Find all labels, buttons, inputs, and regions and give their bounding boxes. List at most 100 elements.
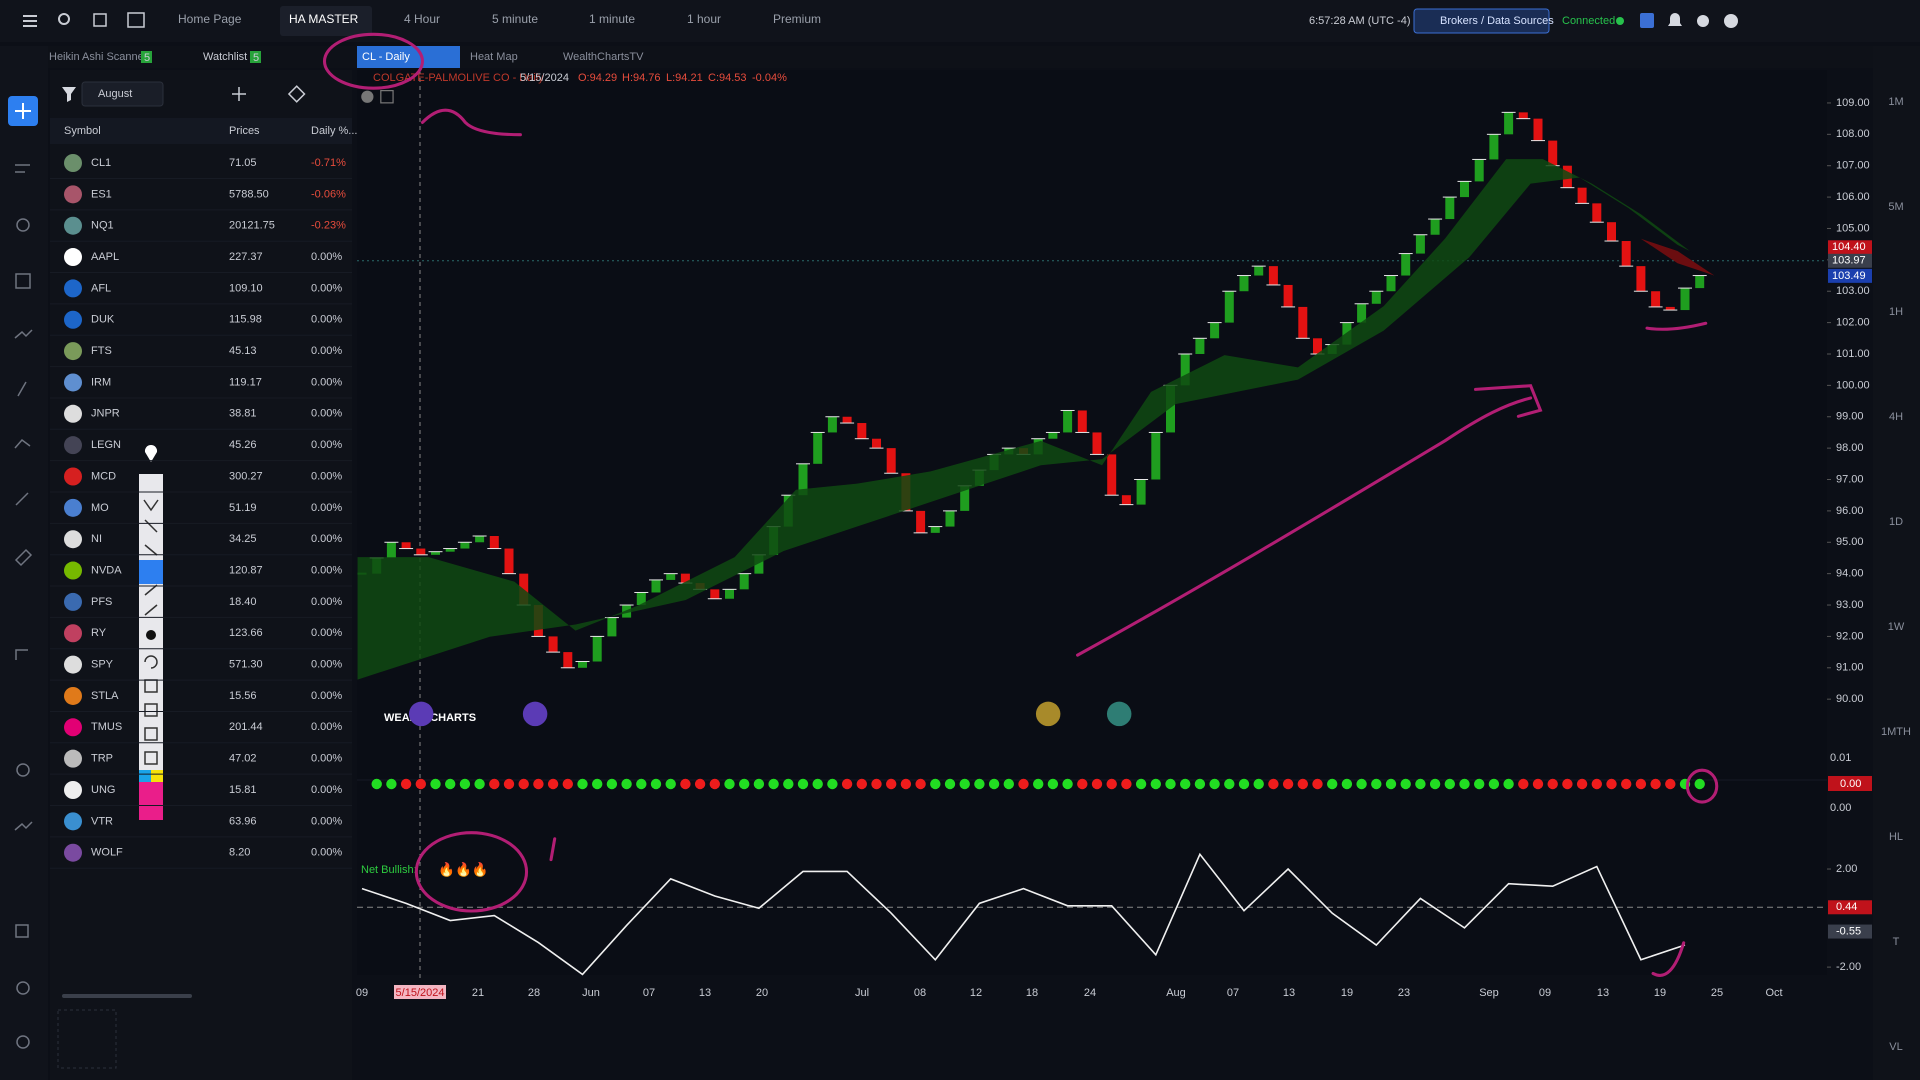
palette-tool[interactable] bbox=[144, 727, 158, 741]
color-swatch[interactable] bbox=[139, 770, 151, 782]
symbol[interactable]: VTR bbox=[91, 815, 113, 827]
palette-tool[interactable] bbox=[144, 703, 158, 717]
signal-dot bbox=[1003, 778, 1014, 790]
tab[interactable]: Premium bbox=[773, 12, 821, 26]
settings-icon[interactable] bbox=[1697, 15, 1709, 27]
symbol[interactable]: PFS bbox=[91, 596, 112, 608]
tool-icon[interactable] bbox=[17, 381, 27, 397]
tool-icon[interactable] bbox=[14, 438, 31, 449]
tool-icon[interactable] bbox=[14, 821, 33, 831]
filter-icon[interactable] bbox=[62, 87, 76, 102]
timeframe[interactable]: VL bbox=[1889, 1041, 1902, 1053]
palette-tool[interactable] bbox=[144, 655, 158, 669]
signal-dot bbox=[386, 778, 397, 790]
tool-icon[interactable] bbox=[16, 763, 30, 777]
tool-icon[interactable] bbox=[15, 273, 31, 289]
symbol[interactable]: IRM bbox=[91, 376, 111, 388]
tab[interactable]: Home Page bbox=[178, 12, 242, 26]
palette-tool[interactable] bbox=[144, 604, 158, 616]
symbol[interactable]: AAPL bbox=[91, 251, 119, 263]
timeframe[interactable]: 4H bbox=[1889, 411, 1903, 423]
filter-dropdown[interactable] bbox=[81, 81, 164, 107]
symbol[interactable]: STLA bbox=[91, 690, 119, 702]
tool-icon[interactable] bbox=[16, 981, 30, 995]
symbol[interactable]: CL1 bbox=[91, 157, 111, 169]
tab[interactable]: HA MASTER bbox=[289, 12, 359, 26]
timeframe[interactable]: 1MTH bbox=[1881, 726, 1911, 738]
timeframe[interactable]: T bbox=[1893, 936, 1900, 948]
timeframe[interactable]: HL bbox=[1889, 831, 1903, 843]
tab[interactable]: 5 minute bbox=[492, 12, 538, 26]
palette-tool[interactable] bbox=[143, 499, 159, 512]
symbol[interactable]: NQ1 bbox=[91, 220, 114, 232]
symbol[interactable]: UNG bbox=[91, 784, 115, 796]
tab[interactable]: 4 Hour bbox=[404, 12, 440, 26]
heatmap-tab[interactable]: Heat Map bbox=[470, 51, 518, 63]
palette-tool[interactable] bbox=[144, 751, 158, 765]
symbol[interactable]: WOLF bbox=[91, 847, 123, 859]
timeframe[interactable]: 5M bbox=[1888, 201, 1903, 213]
tool-icon[interactable] bbox=[16, 218, 30, 232]
chart-control[interactable] bbox=[361, 90, 374, 103]
brokers-button[interactable] bbox=[1413, 8, 1550, 34]
column-header[interactable]: Symbol bbox=[64, 125, 101, 137]
symbol[interactable]: RY bbox=[91, 627, 107, 639]
tool-icon[interactable] bbox=[15, 649, 28, 660]
symbol[interactable]: AFL bbox=[91, 282, 111, 294]
brokers-label[interactable]: Brokers / Data Sources bbox=[1440, 15, 1554, 27]
symbol[interactable]: ES1 bbox=[91, 188, 112, 200]
tool-icon[interactable] bbox=[15, 164, 30, 173]
tool-icon[interactable] bbox=[16, 1035, 30, 1049]
chart-badge[interactable] bbox=[408, 701, 434, 727]
palette-tool[interactable] bbox=[144, 519, 158, 533]
symbol[interactable]: SPY bbox=[91, 659, 114, 671]
save-icon[interactable] bbox=[1640, 13, 1654, 28]
timeframe[interactable]: 1D bbox=[1889, 516, 1903, 528]
tv-tab[interactable]: WealthChartsTV bbox=[563, 51, 644, 63]
timeframe[interactable]: 1H bbox=[1889, 306, 1903, 318]
timeframe[interactable]: 1W bbox=[1888, 621, 1905, 633]
symbol[interactable]: NI bbox=[91, 533, 102, 545]
tool-icon[interactable] bbox=[15, 492, 29, 506]
tab[interactable]: 1 hour bbox=[687, 12, 721, 26]
layout-icon[interactable] bbox=[93, 13, 107, 27]
tab[interactable]: 1 minute bbox=[589, 12, 635, 26]
pin-icon[interactable] bbox=[144, 444, 158, 462]
palette-tool[interactable] bbox=[144, 584, 158, 596]
symbol[interactable]: LEGN bbox=[91, 439, 121, 451]
symbol[interactable]: JNPR bbox=[91, 408, 120, 420]
scanner-tab[interactable]: Heikin Ashi Scanner bbox=[49, 51, 148, 63]
color-swatch[interactable] bbox=[151, 770, 163, 782]
help-icon[interactable] bbox=[1724, 14, 1738, 28]
search-icon[interactable] bbox=[58, 13, 70, 25]
symbol[interactable]: TRP bbox=[91, 753, 113, 765]
menu-icon[interactable] bbox=[23, 15, 37, 17]
watchlist-tab[interactable]: Watchlist bbox=[203, 51, 247, 63]
column-header[interactable]: Prices bbox=[229, 125, 260, 137]
tool-icon[interactable] bbox=[15, 924, 29, 938]
column-header[interactable]: Daily %... bbox=[311, 125, 357, 137]
erase-icon[interactable] bbox=[287, 85, 306, 103]
tool-icon[interactable] bbox=[14, 548, 33, 567]
symbol[interactable]: TMUS bbox=[91, 721, 122, 733]
bell-icon[interactable] bbox=[1668, 13, 1682, 26]
chart-badge[interactable] bbox=[522, 701, 548, 727]
symbol[interactable]: MO bbox=[91, 502, 109, 514]
symbol[interactable]: MCD bbox=[91, 470, 116, 482]
symbol[interactable]: DUK bbox=[91, 314, 115, 326]
color-swatch[interactable] bbox=[139, 782, 163, 820]
filter-label[interactable]: August bbox=[98, 88, 132, 100]
add-symbol[interactable] bbox=[232, 87, 246, 101]
timeframe[interactable]: 1M bbox=[1888, 96, 1903, 108]
chart-control[interactable] bbox=[380, 90, 394, 104]
ai-icon[interactable] bbox=[127, 12, 145, 28]
candle-body bbox=[1680, 288, 1690, 311]
chart-badge[interactable] bbox=[1035, 701, 1061, 727]
chart-tab[interactable]: CL - Daily bbox=[362, 51, 410, 63]
palette-tool[interactable] bbox=[144, 544, 158, 556]
dot-tool[interactable] bbox=[146, 630, 156, 640]
symbol[interactable]: NVDA bbox=[91, 564, 122, 576]
tool-icon[interactable] bbox=[14, 329, 33, 339]
symbol[interactable]: FTS bbox=[91, 345, 112, 357]
chart-badge[interactable] bbox=[1106, 701, 1132, 727]
